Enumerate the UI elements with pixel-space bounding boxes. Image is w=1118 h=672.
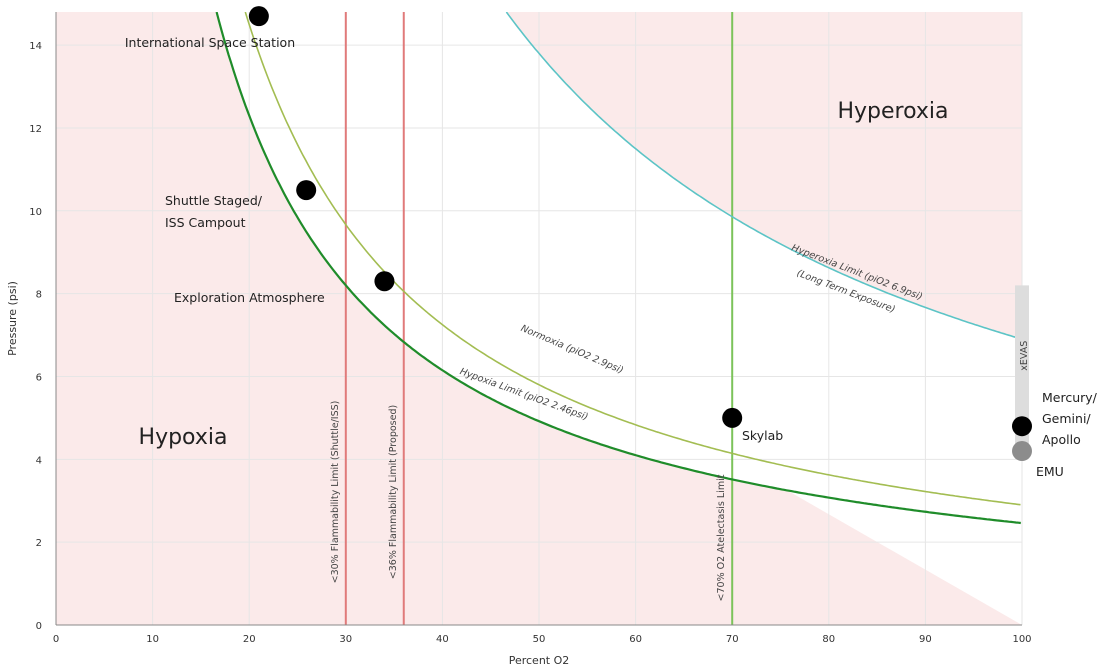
data-point bbox=[1012, 441, 1032, 462]
x-tick-label: 30 bbox=[339, 634, 352, 645]
data-point bbox=[296, 180, 317, 201]
x-tick-label: 0 bbox=[53, 634, 59, 645]
x-tick-label: 80 bbox=[822, 634, 835, 645]
hyperoxia-label: Hyperoxia bbox=[837, 99, 948, 124]
point-label: Exploration Atmosphere bbox=[174, 290, 325, 305]
limit-line-label: <36% Flammability Limit (Proposed) bbox=[388, 405, 399, 579]
point-label: Skylab bbox=[742, 428, 783, 443]
point-label: International Space Station bbox=[125, 35, 295, 50]
point-label: Gemini/ bbox=[1042, 411, 1091, 426]
limit-line-label: <30% Flammability Limit (Shuttle/ISS) bbox=[330, 401, 341, 584]
point-label: ISS Campout bbox=[165, 215, 246, 230]
y-tick-label: 10 bbox=[29, 207, 42, 218]
normoxia-curve-label: Normoxia (piO2 2.9psi) bbox=[519, 323, 625, 376]
x-tick-label: 40 bbox=[436, 634, 449, 645]
point-label: Mercury/ bbox=[1042, 390, 1098, 405]
point-label: Apollo bbox=[1042, 432, 1081, 447]
data-point bbox=[1012, 416, 1032, 437]
point-label: Shuttle Staged/ bbox=[165, 193, 263, 208]
limit-line-label: <70% O2 Atelectasis Limit bbox=[716, 474, 727, 601]
series-curve bbox=[505, 12, 1022, 340]
x-tick-label: 60 bbox=[629, 634, 642, 645]
data-point bbox=[374, 271, 395, 292]
xevas-band-group: xEVAS bbox=[1015, 285, 1030, 452]
y-tick-label: 6 bbox=[36, 372, 42, 383]
y-tick-label: 2 bbox=[36, 538, 42, 549]
xevas-band bbox=[1015, 285, 1029, 452]
x-axis-title: Percent O2 bbox=[509, 654, 570, 667]
x-tick-label: 20 bbox=[243, 634, 256, 645]
hypoxia-region bbox=[56, 12, 1022, 625]
curves bbox=[215, 12, 1022, 525]
x-tick-label: 70 bbox=[726, 634, 739, 645]
x-tick-label: 10 bbox=[146, 634, 159, 645]
series-curve bbox=[215, 12, 1021, 525]
y-tick-label: 4 bbox=[36, 455, 42, 466]
y-tick-label: 12 bbox=[29, 124, 42, 135]
x-tick-label: 100 bbox=[1012, 634, 1031, 645]
y-tick-label: 8 bbox=[36, 290, 42, 301]
data-points bbox=[248, 6, 1032, 462]
x-tick-label: 90 bbox=[919, 634, 932, 645]
y-axis-title: Pressure (psi) bbox=[6, 281, 19, 356]
y-tick-label: 0 bbox=[36, 621, 42, 632]
data-point bbox=[722, 407, 743, 428]
y-tick-label: 14 bbox=[29, 41, 42, 52]
series-curve bbox=[244, 12, 1021, 506]
point-label: EMU bbox=[1036, 464, 1064, 479]
x-tick-label: 50 bbox=[533, 634, 546, 645]
hypoxia-label: Hypoxia bbox=[139, 425, 228, 450]
hyperoxia-region bbox=[506, 12, 1022, 340]
axes: 0 10 20 30 40 50 60 70 80 90 100 0 2 4 6 8 10 12 14 Percent… bbox=[6, 12, 1032, 667]
data-point bbox=[248, 6, 269, 27]
limit-lines bbox=[344, 12, 734, 625]
xevas-label: xEVAS bbox=[1019, 341, 1030, 371]
